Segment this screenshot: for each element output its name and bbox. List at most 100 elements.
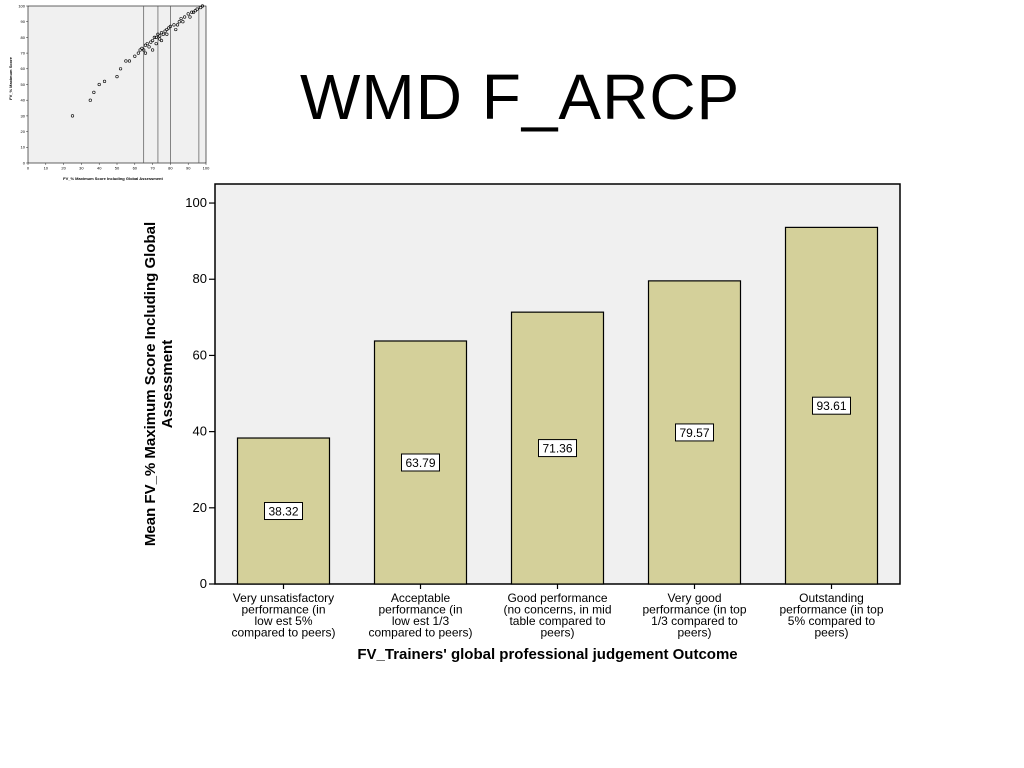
y-tick-label: 80	[193, 271, 207, 286]
slide-title: WMD F_ARCP	[300, 61, 741, 133]
thumb-point	[152, 35, 156, 40]
thumb-point	[97, 82, 101, 87]
thumb-y-axis-title: FV_% Maximum Score	[8, 56, 13, 99]
thumb-x-tick-label: 70	[150, 166, 155, 171]
thumb-x-tick-label: 90	[186, 166, 191, 171]
thumb-point	[154, 42, 158, 46]
thumb-point	[158, 37, 162, 41]
thumb-point	[191, 10, 196, 14]
thumb-point	[163, 29, 167, 33]
thumb-y-tick-label: 0	[23, 160, 26, 165]
thumb-point	[143, 43, 148, 47]
thumb-point	[159, 31, 164, 35]
data-label-box	[675, 423, 714, 442]
thumb-x-tick-label: 10	[44, 166, 49, 171]
thumb-point	[92, 90, 96, 94]
thumb-point	[195, 7, 199, 11]
x-axis-title: FV_Trainers' global professional judgeme…	[357, 646, 737, 663]
thumb-point	[127, 59, 132, 63]
thumb-point	[165, 32, 169, 36]
thumb-y-tick-label: 60	[21, 66, 26, 71]
thumb-point	[143, 51, 148, 55]
data-label: 79.57	[679, 426, 709, 440]
thumb-x-tick-label: 50	[115, 166, 120, 171]
thumb-x-tick-label: 60	[133, 166, 138, 171]
data-label: 71.36	[542, 442, 572, 456]
thumb-point	[118, 67, 123, 71]
thumb-point	[168, 24, 172, 29]
y-axis-title: Mean FV_% Maximum Score Including Global…	[142, 222, 176, 546]
thumb-x-tick-label: 80	[168, 166, 173, 171]
data-label-box	[401, 453, 440, 472]
y-tick-label: 100	[185, 195, 207, 210]
data-label: 93.61	[816, 399, 846, 413]
y-tick-label: 60	[193, 347, 207, 362]
thumb-plot-area	[27, 5, 207, 164]
data-label: 63.79	[405, 456, 435, 470]
data-label: 38.32	[268, 505, 298, 519]
thumb-point	[188, 15, 192, 19]
thumb-x-tick-label: 0	[27, 166, 30, 171]
data-label-box	[264, 502, 303, 521]
thumb-y-tick-label: 40	[21, 98, 26, 103]
thumb-point	[154, 35, 158, 40]
thumb-x-tick-label: 20	[61, 166, 66, 171]
thumb-point	[161, 32, 165, 36]
thumb-point	[186, 12, 190, 16]
y-tick-label: 0	[200, 576, 207, 591]
thumb-point	[159, 38, 164, 43]
y-tick-label: 40	[193, 424, 207, 439]
thumb-y-tick-label: 10	[21, 145, 26, 150]
thumb-point	[167, 26, 171, 30]
thumb-point	[151, 38, 155, 43]
thumb-point	[115, 75, 119, 79]
thumb-point	[172, 23, 176, 27]
category-label: Outstanding performance (in top 5% compare…	[779, 591, 883, 640]
thumb-point	[138, 48, 142, 52]
scatter-thumbnail: 0 10 20 30 40 50 60 70 80 90 100 0 10 20 30 40 50 60 70 80 9…	[8, 3, 210, 181]
category-label: Very good performance (in top 1/3 compared…	[642, 591, 746, 640]
thumb-point	[136, 51, 140, 55]
thumb-point	[102, 79, 107, 83]
thumb-point	[177, 20, 181, 24]
thumb-point	[88, 98, 92, 102]
thumb-point	[70, 114, 75, 118]
thumb-y-tick-label: 90	[21, 19, 26, 24]
thumb-y-tick-label: 30	[21, 113, 26, 118]
thumb-point	[175, 23, 180, 27]
thumb-point	[142, 48, 146, 52]
y-tick-label: 20	[193, 500, 207, 515]
data-label-box	[538, 439, 577, 458]
thumb-y-tick-label: 70	[21, 51, 26, 56]
thumb-point	[147, 45, 151, 49]
thumb-point	[193, 9, 197, 13]
thumb-x-tick-label: 40	[97, 166, 102, 171]
thumb-y-tick-label: 50	[21, 82, 26, 87]
category-label: Good performance (no concerns, in mid tabl…	[503, 591, 611, 640]
thumb-y-tick-label: 100	[18, 3, 25, 8]
category-label: Very unsatisfactory performance (in low es…	[231, 591, 335, 640]
thumb-point	[190, 10, 194, 14]
data-label-box	[812, 396, 851, 415]
thumb-point	[174, 27, 178, 32]
thumb-x-tick-label: 100	[203, 166, 210, 171]
thumb-point	[183, 15, 187, 19]
thumb-point	[156, 32, 160, 36]
thumb-x-tick-label: 30	[79, 166, 84, 171]
thumb-point	[200, 4, 205, 8]
thumb-point	[181, 20, 185, 24]
thumb-point	[158, 34, 162, 38]
thumb-x-axis-title: FV_% Maximum Score Including Global Asse…	[63, 176, 163, 181]
thumb-point	[149, 40, 153, 44]
thumb-point	[165, 27, 169, 32]
thumb-point	[199, 5, 203, 10]
thumb-point	[133, 54, 137, 58]
thumb-point	[151, 48, 155, 52]
thumb-y-tick-label: 80	[21, 35, 26, 40]
thumb-point	[140, 46, 144, 50]
category-label: Acceptable performance (in low est 1/3 comp…	[368, 591, 472, 640]
thumb-point	[124, 59, 128, 63]
thumb-y-tick-label: 20	[21, 129, 26, 134]
thumb-point	[179, 16, 183, 21]
